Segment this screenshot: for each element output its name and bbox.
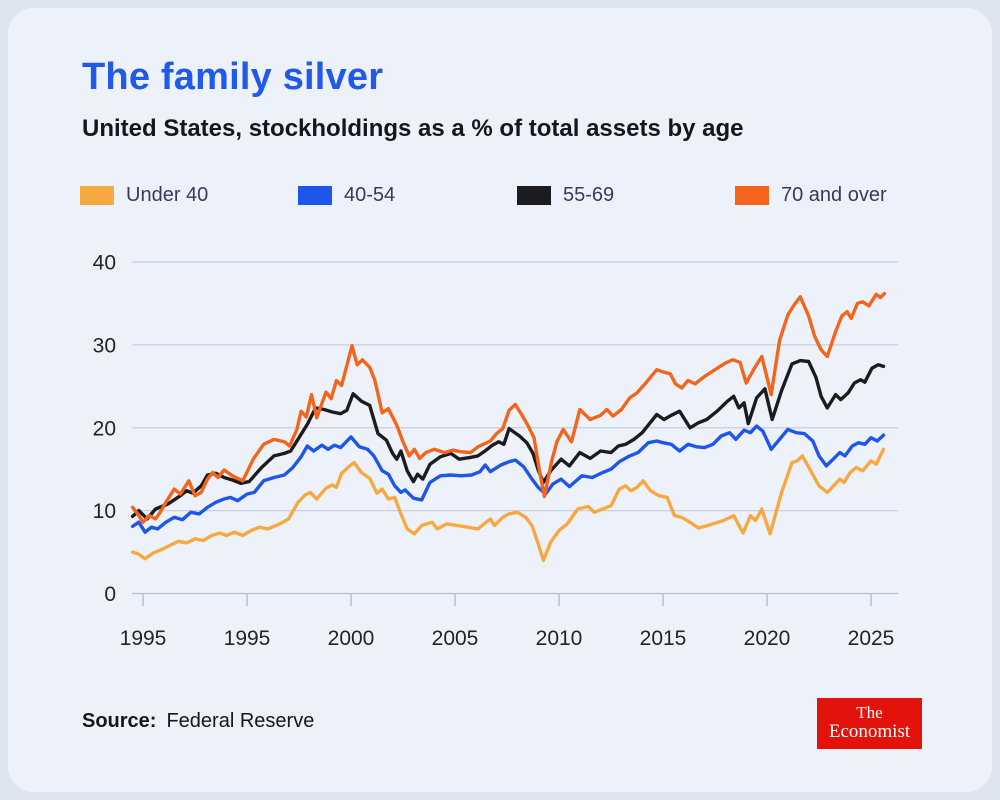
source-value: Federal Reserve (166, 710, 315, 732)
legend-label: Under 40 (126, 184, 209, 206)
y-tick-label: 30 (93, 334, 116, 357)
x-tick-label: 2005 (432, 627, 479, 650)
legend-label: 70 and over (781, 184, 887, 206)
economist-logo: The Economist (817, 698, 922, 749)
x-tick-label: 1995 (120, 627, 167, 650)
x-tick-label: 2000 (328, 627, 375, 650)
page-title: The family silver (82, 56, 384, 98)
legend-swatch (517, 186, 551, 205)
legend-swatch (735, 186, 769, 205)
legend-item-40-54: 40-54 (298, 184, 395, 207)
page-subtitle: United States, stockholdings as a % of t… (82, 115, 744, 142)
legend-swatch (298, 186, 332, 205)
x-tick-label: 1995 (224, 627, 271, 650)
logo-line-2: Economist (828, 721, 911, 743)
legend-swatch (80, 186, 114, 205)
series-line-under-40 (130, 447, 886, 563)
legend-item-under-40: Under 40 (80, 184, 208, 207)
y-tick-label: 40 (93, 252, 116, 275)
y-tick-label: 0 (104, 583, 116, 606)
y-tick-label: 10 (93, 500, 116, 523)
x-tick-label: 2015 (640, 627, 687, 650)
x-tick-label: 2025 (848, 627, 895, 650)
legend-item-55-69: 55-69 (517, 184, 614, 207)
series-line-55-69 (130, 358, 886, 521)
source-label: Source: (82, 710, 157, 732)
y-tick-label: 20 (93, 417, 116, 440)
chart-card (8, 8, 992, 792)
legend-label: 40-54 (344, 184, 396, 206)
legend-label: 55-69 (563, 184, 615, 206)
legend-item-70-and-over: 70 and over (735, 184, 887, 207)
series-line-40-54 (130, 424, 886, 534)
x-tick-label: 2010 (536, 627, 583, 650)
series-line-70-and-over (130, 291, 887, 524)
x-tick-label: 2020 (744, 627, 791, 650)
logo-line-1: The (856, 703, 883, 723)
source-line: Source: Federal Reserve (82, 710, 314, 733)
